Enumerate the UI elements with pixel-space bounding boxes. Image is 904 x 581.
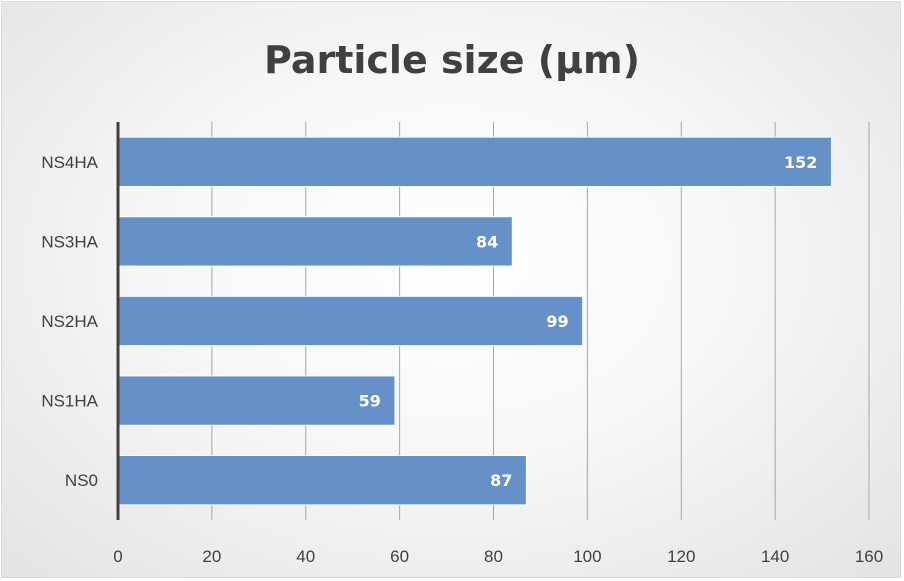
- x-tick-label-120: 120: [667, 547, 695, 566]
- chart-title: Particle size (µm): [263, 38, 640, 82]
- x-tick-label-80: 80: [484, 547, 503, 566]
- data-label-ns1ha: 59: [359, 392, 381, 411]
- category-label-ns4ha: NS4HA: [41, 153, 98, 172]
- data-label-ns0: 87: [490, 471, 512, 490]
- x-tick-label-0: 0: [113, 547, 122, 566]
- category-label-ns3ha: NS3HA: [41, 232, 98, 251]
- bar-ns1ha: [117, 375, 396, 426]
- data-label-ns2ha: 99: [546, 312, 568, 331]
- bar-ns3ha: [117, 216, 513, 267]
- data-label-ns3ha: 84: [476, 232, 498, 251]
- x-tick-label-40: 40: [296, 547, 315, 566]
- data-label-ns4ha: 152: [784, 153, 817, 172]
- bar-ns4ha: [117, 136, 832, 187]
- x-tick-label-20: 20: [202, 547, 221, 566]
- x-tick-label-60: 60: [390, 547, 409, 566]
- x-tick-label-140: 140: [761, 547, 789, 566]
- labels: 0 20 40 60 80 100 120 140 160 87 NS0 59 NS1HA 99 NS2HA…: [41, 153, 883, 566]
- bar-ns2ha: [117, 295, 584, 347]
- category-label-ns0: NS0: [65, 471, 98, 490]
- category-label-ns2ha: NS2HA: [41, 312, 98, 331]
- bar-ns0: [117, 455, 527, 506]
- category-label-ns1ha: NS1HA: [41, 392, 98, 411]
- x-tick-label-100: 100: [573, 547, 601, 566]
- bars: [117, 136, 832, 506]
- x-tick-label-160: 160: [855, 547, 883, 566]
